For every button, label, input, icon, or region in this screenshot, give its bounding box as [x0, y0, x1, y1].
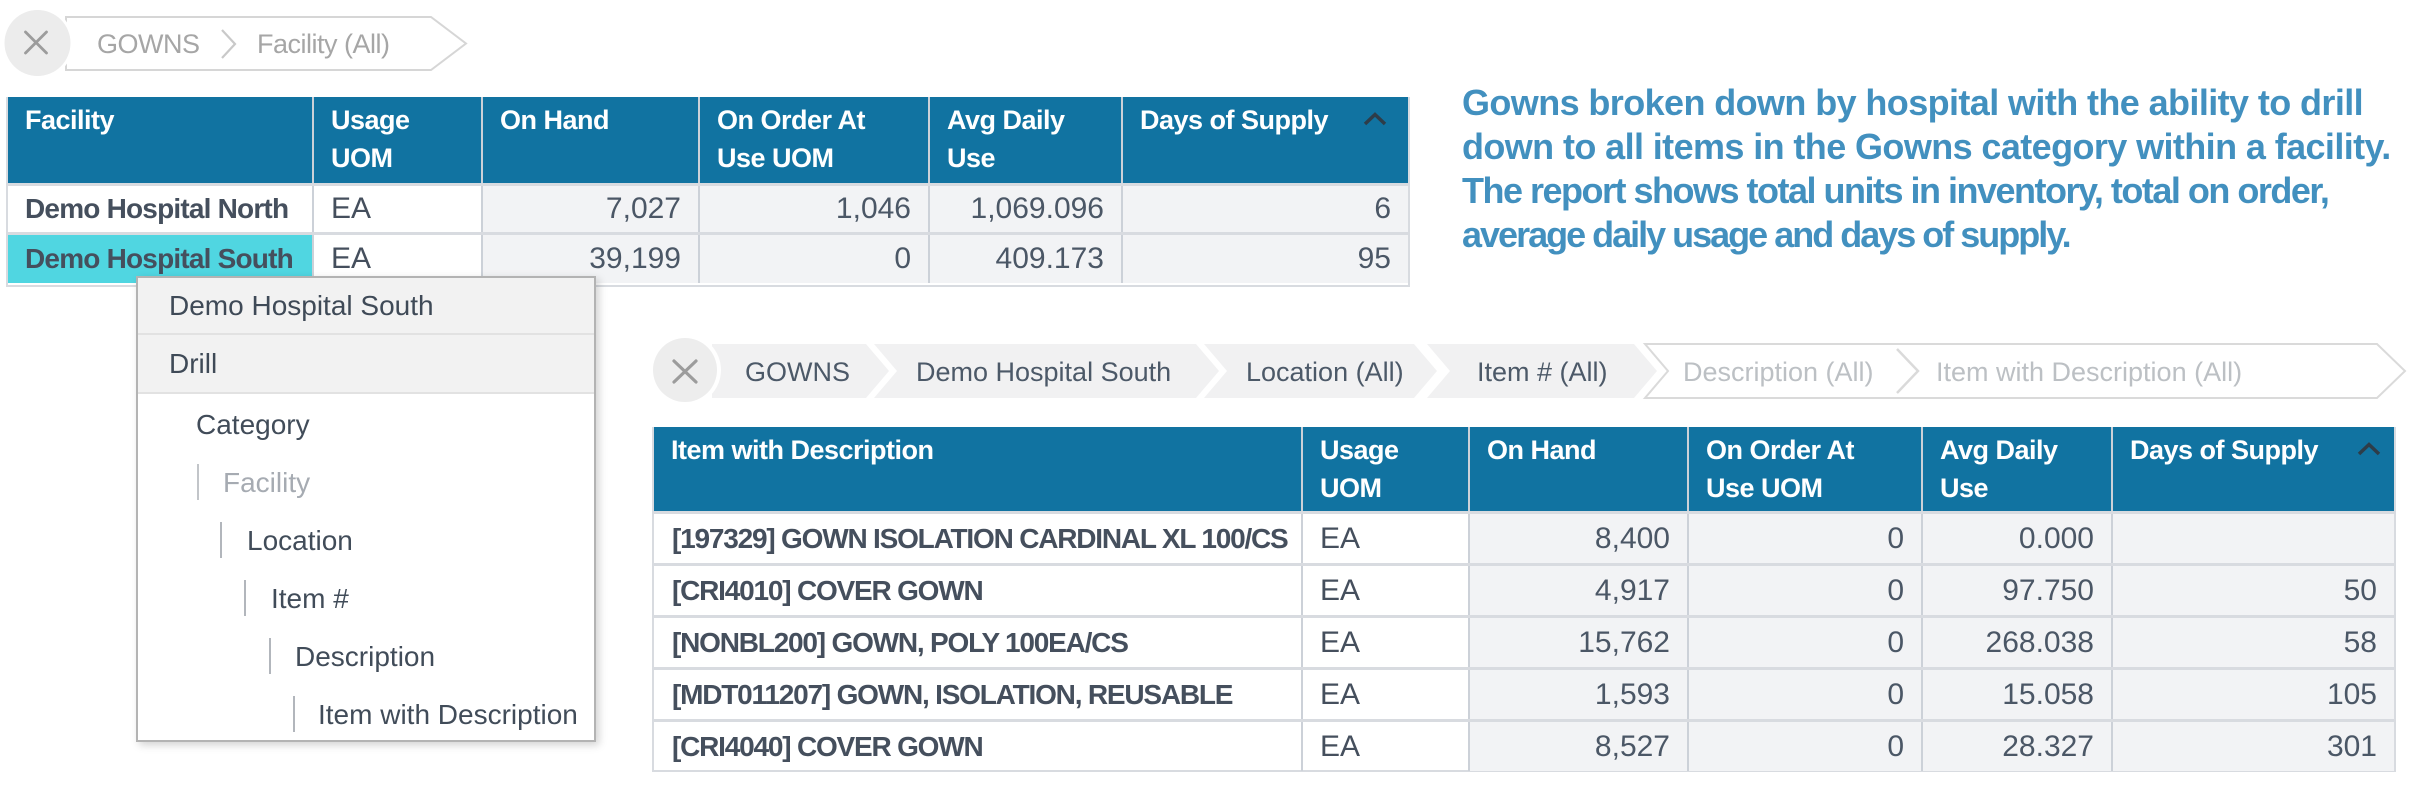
svg-text:Location (All): Location (All) — [1246, 357, 1404, 387]
svg-text:GOWNS: GOWNS — [97, 29, 200, 59]
svg-text:Item # (All): Item # (All) — [1477, 357, 1608, 387]
svg-text:Demo Hospital South: Demo Hospital South — [916, 357, 1171, 387]
svg-text:Item with Description (All): Item with Description (All) — [1936, 357, 2242, 387]
svg-text:Facility (All): Facility (All) — [257, 29, 390, 59]
svg-text:Description (All): Description (All) — [1683, 357, 1874, 387]
svg-text:GOWNS: GOWNS — [745, 357, 850, 387]
